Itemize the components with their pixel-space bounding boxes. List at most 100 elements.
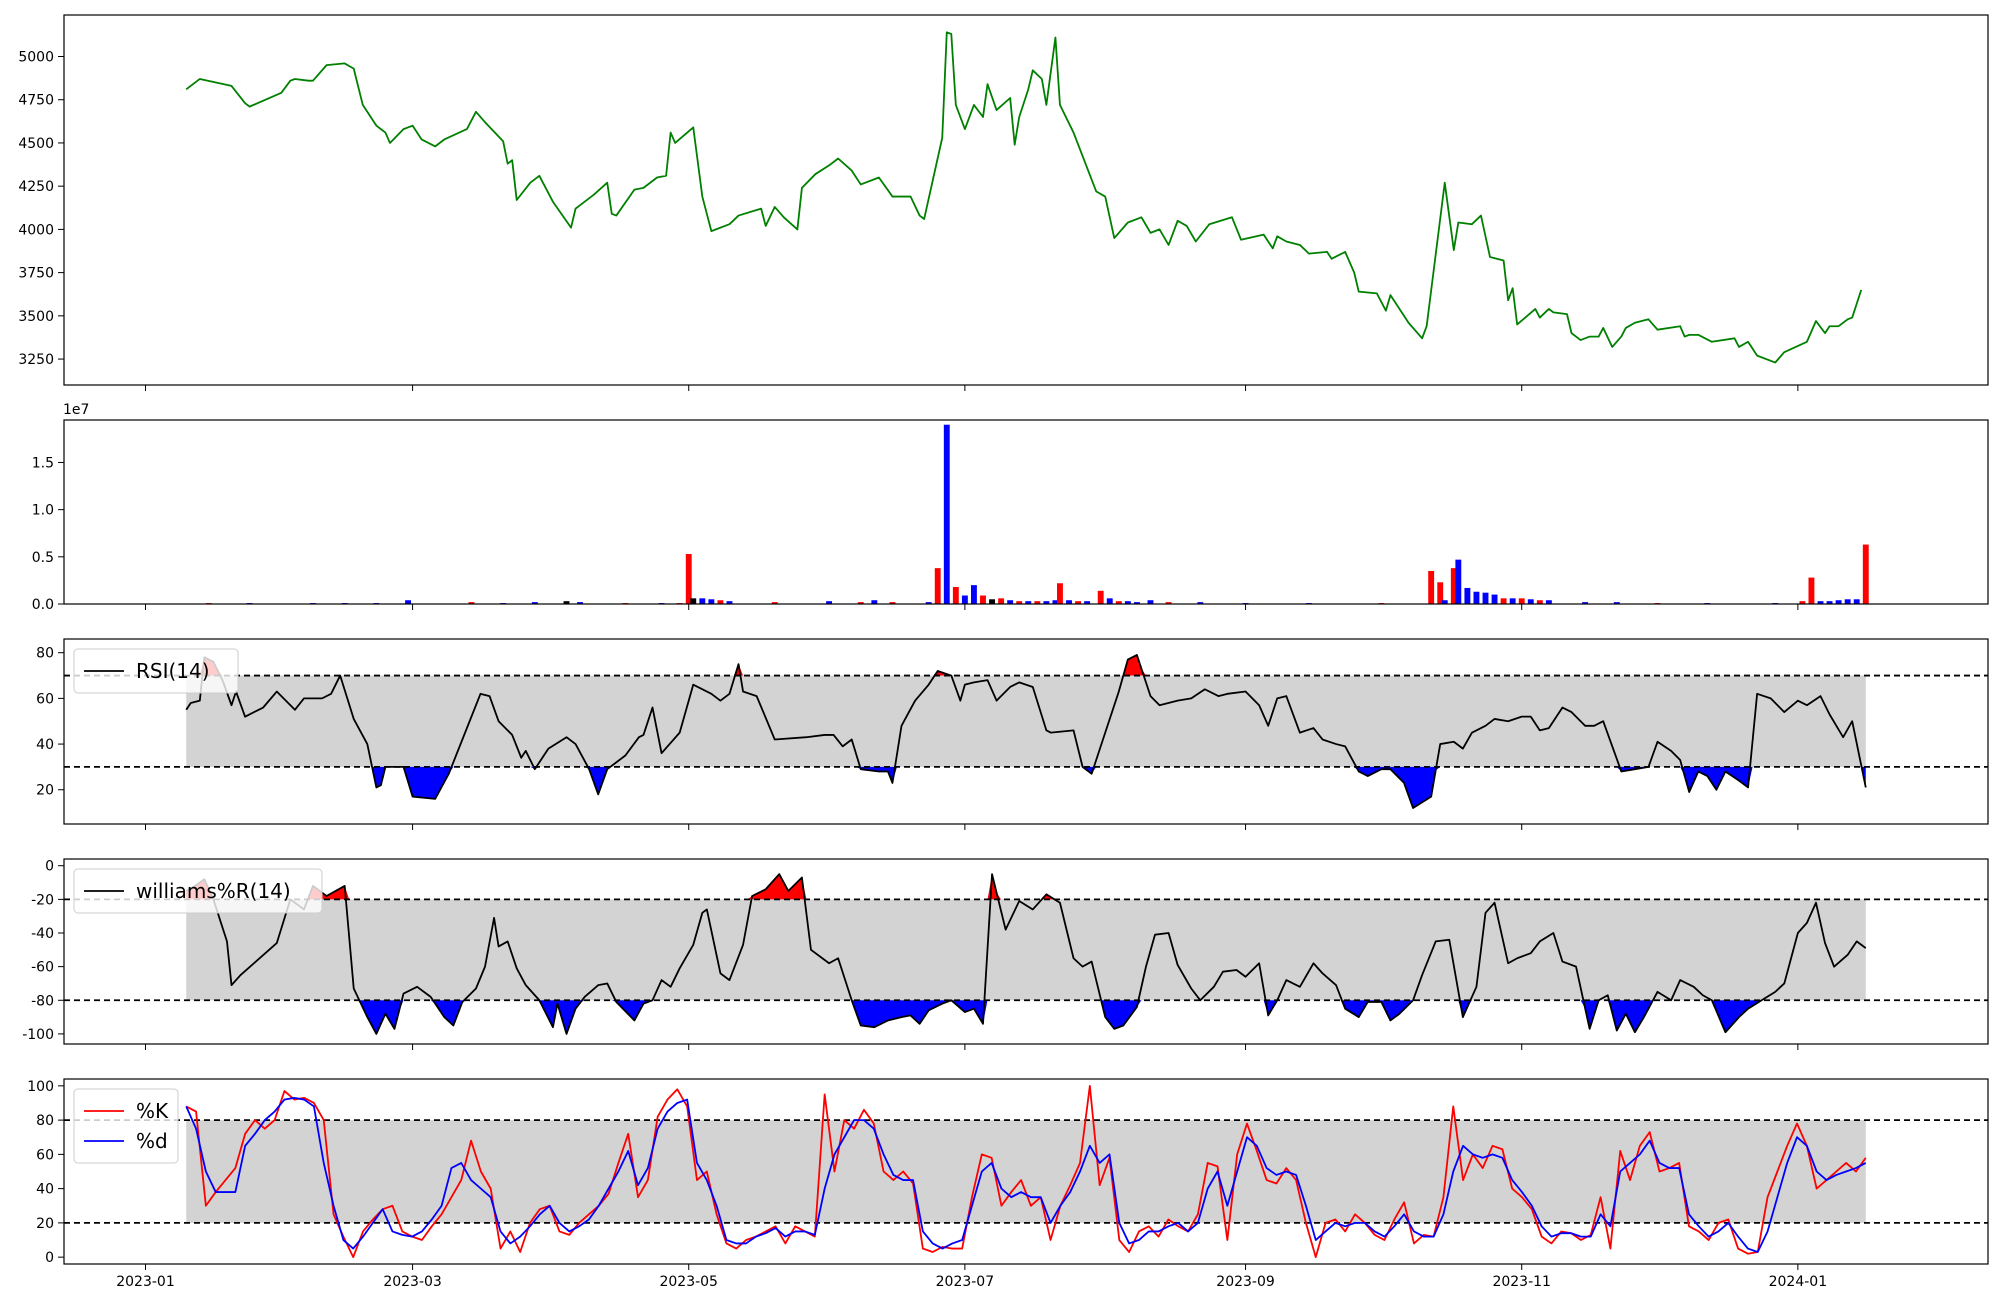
volume-bar (1097, 590, 1104, 604)
stochastic-line-d (185, 1096, 1867, 1253)
panel-frame (63, 1078, 1989, 1265)
volume-bar (952, 587, 959, 604)
volume-bar (1057, 583, 1063, 604)
x-tick-label: 2023-09 (1216, 1274, 1275, 1290)
volume-bar (1084, 601, 1091, 604)
volume-bar (1455, 559, 1462, 604)
y-tick-label: 3750 (18, 266, 54, 282)
volume-bar (690, 598, 697, 604)
legend-layer: RSI(14) williams%R(14) %K %d (73, 648, 323, 1164)
volume-bar (577, 602, 584, 604)
volume-bar (1536, 600, 1543, 604)
volume-bar (1043, 601, 1050, 604)
y-tick-label: 1.0 (32, 503, 54, 519)
volume-bar (1428, 570, 1435, 604)
volume-bar (1115, 601, 1122, 604)
volume-bar (1124, 601, 1131, 604)
panel-frame (63, 638, 1989, 825)
volume-bar (857, 602, 864, 604)
volume-bar (771, 602, 778, 604)
volume-bar (726, 601, 733, 604)
volume-bar (1844, 599, 1851, 604)
volume-bar (1197, 602, 1204, 604)
volume-bar (1799, 601, 1806, 604)
volume-bar (1853, 599, 1860, 604)
volume-bar (531, 602, 538, 604)
volume-bar (980, 595, 986, 604)
y-tick-label: -60 (31, 960, 54, 976)
legend-box (73, 868, 323, 914)
volume-bar (1862, 544, 1869, 604)
rsi-line (185, 654, 1867, 809)
volume-bar (699, 598, 706, 604)
volume-bar (1025, 601, 1032, 604)
volume-bar (989, 599, 995, 604)
volume-bar (1817, 601, 1824, 604)
volume-bar (998, 598, 1005, 604)
volume-bar (563, 601, 570, 604)
legend-box (73, 648, 239, 694)
volume-bar (468, 602, 475, 604)
y-tick-label: 4000 (18, 222, 54, 238)
volume-bar (1808, 577, 1815, 604)
volume-bar (1491, 594, 1498, 604)
y-tick-label: 4500 (18, 136, 54, 152)
volume-bar (1835, 600, 1842, 604)
x-tick-label: 2023-07 (936, 1274, 995, 1290)
volume-bar (1165, 602, 1172, 604)
x-tick-label: 2023-05 (659, 1274, 718, 1290)
y-tick-label: 4750 (18, 93, 54, 109)
volume-bar (943, 424, 950, 604)
y-tick-label: 20 (36, 1216, 54, 1232)
volume-bar (1066, 600, 1072, 604)
x-tick-label: 2023-11 (1492, 1274, 1551, 1290)
legend-label: RSI(14) (136, 659, 210, 683)
legend-label: %K (136, 1099, 169, 1123)
volume-bar (1450, 568, 1457, 604)
y-tick-label: 3500 (18, 309, 54, 325)
y-tick-label: 60 (36, 691, 54, 707)
volume-bar (717, 600, 724, 604)
neutral-band (186, 899, 1866, 1001)
lines-layer (64, 31, 1988, 1259)
price-line (185, 31, 1863, 364)
volume-bar (961, 595, 968, 604)
volume-bar (925, 602, 932, 604)
y-tick-label: 0.5 (32, 550, 54, 566)
y-tick-label: -40 (31, 926, 54, 942)
volume-bar (871, 600, 878, 604)
axes-layer: 325035003750400042504500475050000.00.51.… (18, 14, 1989, 1290)
legend-box (73, 1088, 179, 1164)
volume-bar (1545, 600, 1552, 604)
volume-bar (1007, 600, 1014, 604)
y-tick-label: 100 (27, 1079, 54, 1095)
volume-bar (1034, 601, 1041, 604)
volume-bar (708, 599, 715, 604)
volume-bar (1106, 598, 1113, 604)
y-tick-label: 80 (36, 646, 54, 662)
volume-bar (826, 601, 833, 604)
y-tick-label: 40 (36, 1182, 54, 1198)
panel-frame (63, 14, 1989, 386)
legend-label: williams%R(14) (136, 879, 291, 903)
volume-bar (1826, 601, 1833, 604)
volume-bar (1441, 600, 1448, 604)
volume-bar (1464, 587, 1471, 604)
volume-bar (1527, 599, 1534, 604)
volume-bar (970, 585, 977, 604)
x-tick-label: 2023-03 (383, 1274, 442, 1290)
volume-bar (405, 600, 411, 604)
x-tick-label: 2024-01 (1769, 1274, 1828, 1290)
y-tick-label: -80 (31, 993, 54, 1009)
volume-bar (1437, 582, 1444, 604)
volume-bar (1052, 600, 1059, 604)
y-tick-label: 3250 (18, 352, 54, 368)
y-tick-label: 0 (45, 1250, 54, 1266)
volume-bar (1518, 598, 1525, 604)
y-tick-label: 4250 (18, 179, 54, 195)
y-tick-label: 1.5 (32, 455, 54, 471)
y-tick-label: -100 (22, 1027, 54, 1043)
panel-frame (63, 858, 1989, 1045)
